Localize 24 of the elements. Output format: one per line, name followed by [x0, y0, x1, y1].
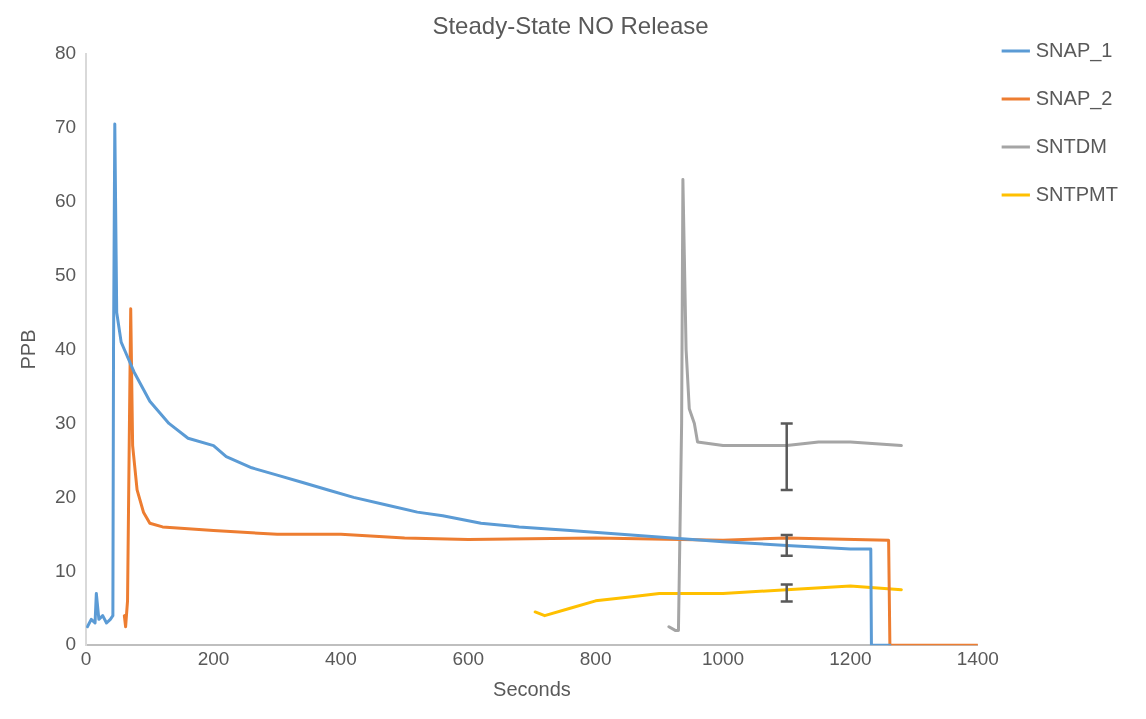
y-tick-label: 40: [54, 337, 77, 359]
x-tick-label: 400: [325, 647, 357, 669]
x-tick-label: 600: [452, 647, 485, 669]
y-axis-title: PPB: [16, 329, 39, 370]
legend-label: SNTPMT: [1035, 182, 1118, 205]
x-tick-label: 0: [80, 647, 92, 669]
y-tick-label: 20: [54, 485, 77, 507]
x-tick-label: 200: [197, 647, 230, 669]
y-tick-label: 30: [54, 411, 77, 433]
x-tick-label: 1400: [956, 647, 999, 669]
x-tick-label: 1000: [701, 647, 745, 669]
y-tick-label: 10: [54, 559, 77, 581]
y-tick-label: 50: [54, 263, 77, 285]
chart-title: Steady-State NO Release: [432, 12, 709, 40]
x-tick-label: 1200: [829, 647, 872, 669]
x-axis-title: Seconds: [493, 677, 571, 700]
x-tick-label: 800: [579, 647, 612, 669]
legend-label: SNAP_2: [1035, 86, 1113, 110]
y-tick-label: 80: [54, 42, 77, 64]
legend-label: SNAP_1: [1035, 38, 1113, 62]
y-tick-label: 0: [65, 633, 77, 655]
legend-label: SNTDM: [1035, 134, 1107, 157]
y-tick-label: 60: [54, 189, 77, 211]
y-tick-label: 70: [54, 115, 77, 137]
